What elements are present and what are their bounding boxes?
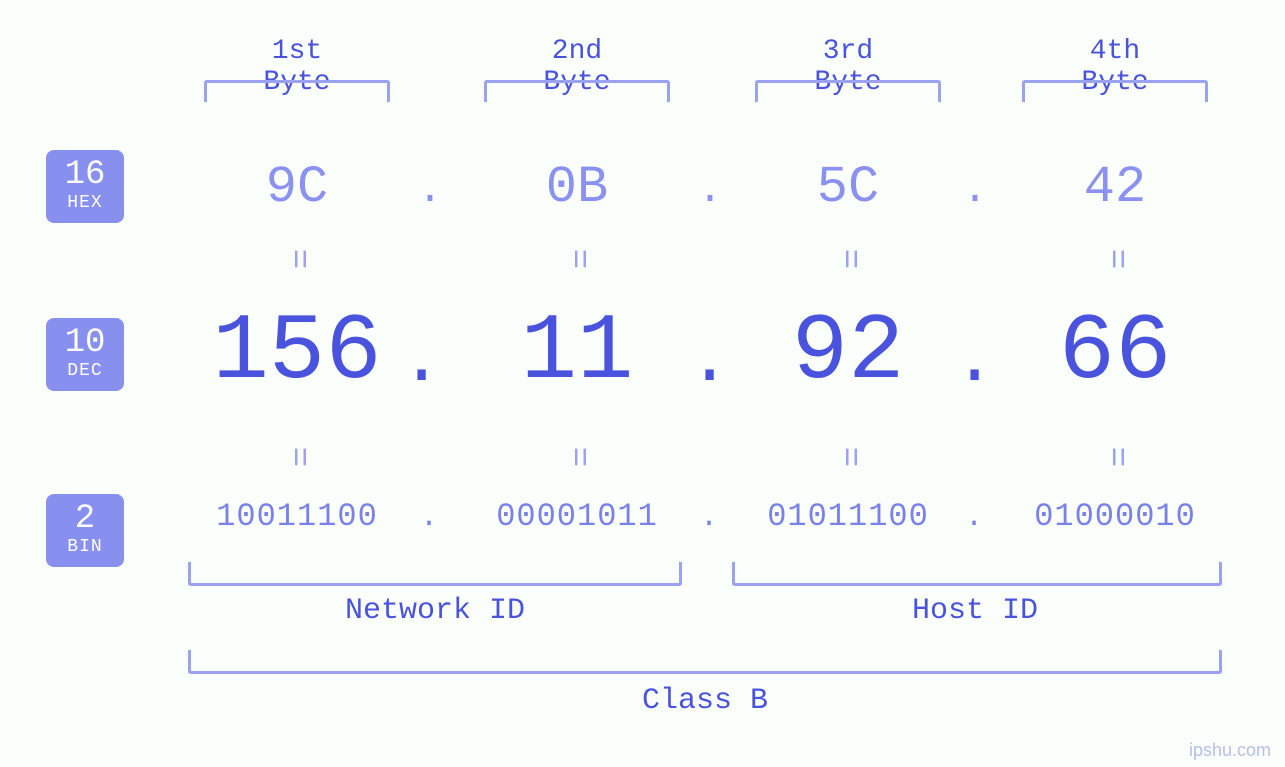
eq-db-3: =: [1096, 442, 1134, 472]
hex-0: 9C: [187, 158, 407, 217]
label-host: Host ID: [860, 594, 1090, 628]
bracket-network: [188, 562, 682, 586]
badge-hex: 16 HEX: [46, 150, 124, 223]
bin-dot-2: .: [959, 501, 989, 535]
bin-2: 01011100: [730, 498, 966, 535]
top-bracket-4: [1022, 80, 1208, 102]
dec-1: 11: [467, 300, 687, 406]
bracket-class: [188, 650, 1222, 674]
badge-dec-num: 10: [46, 326, 124, 362]
eq-db-0: =: [278, 442, 316, 472]
hex-1: 0B: [467, 158, 687, 217]
hex-dot-0: .: [410, 166, 450, 214]
bin-1: 00001011: [459, 498, 695, 535]
hex-dot-1: .: [690, 166, 730, 214]
badge-bin: 2 BIN: [46, 494, 124, 567]
top-bracket-2: [484, 80, 670, 102]
label-network: Network ID: [320, 594, 550, 628]
eq-hd-2: =: [829, 244, 867, 274]
top-bracket-3: [755, 80, 941, 102]
dec-dot-2: .: [953, 320, 993, 402]
dec-2: 92: [738, 300, 958, 406]
dec-dot-0: .: [400, 320, 440, 402]
hex-3: 42: [1005, 158, 1225, 217]
ip-diagram: 16 HEX 10 DEC 2 BIN 1st Byte 2nd Byte 3r…: [0, 0, 1285, 767]
eq-hd-1: =: [558, 244, 596, 274]
eq-hd-3: =: [1096, 244, 1134, 274]
bin-0: 10011100: [179, 498, 415, 535]
badge-dec: 10 DEC: [46, 318, 124, 391]
dec-0: 156: [187, 300, 407, 406]
hex-2: 5C: [738, 158, 958, 217]
eq-db-2: =: [829, 442, 867, 472]
watermark: ipshu.com: [1189, 740, 1271, 761]
badge-hex-num: 16: [46, 158, 124, 194]
hex-dot-2: .: [955, 166, 995, 214]
dec-3: 66: [1005, 300, 1225, 406]
badge-hex-label: HEX: [46, 194, 124, 213]
eq-db-1: =: [558, 442, 596, 472]
badge-dec-label: DEC: [46, 362, 124, 381]
dec-dot-1: .: [688, 320, 728, 402]
badge-bin-label: BIN: [46, 538, 124, 557]
top-bracket-1: [204, 80, 390, 102]
eq-hd-0: =: [278, 244, 316, 274]
badge-bin-num: 2: [46, 502, 124, 538]
label-class: Class B: [590, 684, 820, 718]
bin-dot-1: .: [694, 501, 724, 535]
bin-dot-0: .: [414, 501, 444, 535]
bin-3: 01000010: [997, 498, 1233, 535]
bracket-host: [732, 562, 1222, 586]
